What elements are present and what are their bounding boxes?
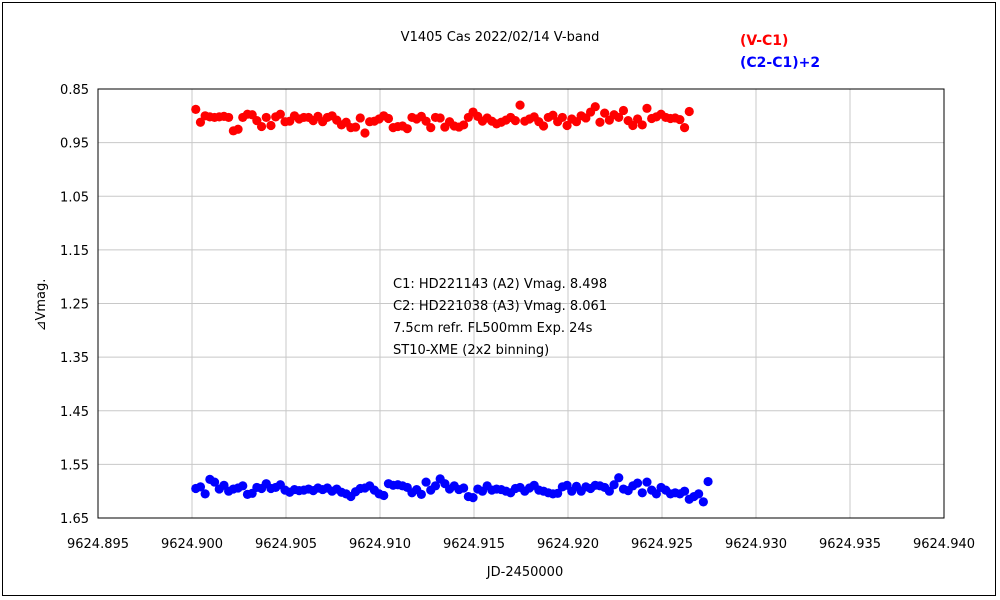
data-point-c2-c1: [614, 473, 624, 483]
data-point-v-c1: [191, 104, 201, 114]
data-point-c2-c1: [195, 482, 206, 492]
data-point-v-c1: [548, 110, 558, 120]
data-point-v-c1: [684, 106, 694, 117]
data-point-v-c1: [435, 113, 445, 123]
x-tick-label: 9624.895: [67, 537, 129, 552]
data-point-v-c1: [459, 120, 469, 130]
data-point-c2-c1: [698, 497, 708, 507]
data-point-c2-c1: [200, 489, 210, 499]
data-point-c2-c1: [609, 480, 619, 490]
data-point-c2-c1: [459, 483, 469, 493]
data-point-c2-c1: [553, 488, 563, 498]
x-tick-label: 9624.930: [725, 537, 787, 552]
data-point-v-c1: [256, 121, 267, 132]
x-tick-label: 9624.905: [255, 537, 317, 552]
y-axis-label: ⊿Vmag.: [34, 279, 49, 332]
data-point-v-c1: [402, 124, 412, 134]
data-point-v-c1: [595, 117, 605, 127]
y-tick-label: 1.55: [60, 458, 89, 473]
y-tick-label: 1.65: [60, 512, 89, 527]
annotation-line: C1: HD221143 (A2) Vmag. 8.498: [393, 277, 607, 292]
data-point-v-c1: [350, 122, 361, 132]
data-point-c2-c1: [238, 481, 248, 491]
legend-entry-c2-c1: (C2-C1)+2: [740, 55, 820, 71]
data-point-c2-c1: [632, 478, 643, 488]
data-point-c2-c1: [379, 490, 389, 501]
data-point-v-c1: [637, 120, 647, 130]
data-point-v-c1: [614, 112, 624, 123]
data-point-v-c1: [360, 128, 370, 138]
data-point-v-c1: [510, 116, 520, 126]
x-tick-label: 9624.925: [631, 537, 693, 552]
data-point-c2-c1: [637, 488, 647, 498]
y-tick-label: 1.25: [60, 298, 89, 313]
y-tick-label: 1.35: [60, 351, 89, 366]
data-point-c2-c1: [642, 477, 652, 487]
y-tick-label: 1.15: [60, 244, 89, 259]
data-point-v-c1: [421, 116, 431, 126]
data-point-v-c1: [261, 112, 271, 123]
y-tick-label: 0.85: [60, 83, 89, 98]
data-point-c2-c1: [430, 481, 441, 491]
data-point-v-c1: [628, 120, 638, 131]
data-point-c2-c1: [703, 476, 713, 487]
data-point-c2-c1: [694, 489, 704, 499]
legend-entry-v-c1: (V-C1): [740, 33, 788, 49]
data-point-v-c1: [355, 113, 365, 123]
data-point-v-c1: [195, 117, 206, 127]
annotation-block: C1: HD221143 (A2) Vmag. 8.498 C2: HD2210…: [393, 277, 607, 358]
x-tick-label: 9624.915: [443, 537, 505, 552]
x-tick-label: 9624.940: [913, 537, 975, 552]
data-point-c2-c1: [209, 477, 220, 487]
y-tick-label: 1.45: [60, 405, 89, 420]
chart-title: V1405 Cas 2022/02/14 V-band: [401, 30, 600, 45]
data-point-c2-c1: [679, 486, 690, 496]
data-point-v-c1: [383, 113, 394, 124]
data-point-v-c1: [515, 100, 525, 110]
data-points: [191, 100, 713, 507]
annotation-line: ST10-XME (2x2 binning): [393, 343, 549, 358]
data-point-v-c1: [233, 124, 243, 134]
data-point-v-c1: [426, 123, 436, 133]
data-point-v-c1: [600, 108, 610, 118]
data-point-v-c1: [224, 112, 234, 123]
data-point-v-c1: [618, 105, 629, 116]
data-point-v-c1: [675, 114, 685, 125]
x-tick-label: 9624.910: [349, 537, 411, 552]
data-point-v-c1: [538, 121, 549, 131]
data-point-v-c1: [275, 109, 285, 119]
y-tick-label: 0.95: [60, 137, 89, 152]
y-tick-label: 1.05: [60, 190, 89, 205]
axis-ticks: 0.85 0.95 1.05 1.15 1.25 1.35 1.45 1.55 1.65 9624…: [60, 83, 975, 552]
data-point-v-c1: [266, 120, 276, 131]
data-point-v-c1: [590, 102, 600, 112]
annotation-line: C2: HD221038 (A3) Vmag. 8.061: [393, 299, 607, 314]
data-point-c2-c1: [468, 493, 478, 503]
x-tick-label: 9624.935: [819, 537, 881, 552]
data-point-c2-c1: [651, 489, 661, 499]
data-point-v-c1: [679, 123, 690, 133]
x-axis-label: JD-2450000: [486, 565, 563, 580]
data-point-c2-c1: [416, 489, 426, 500]
plot-area: [97, 88, 945, 519]
x-tick-label: 9624.900: [161, 537, 223, 552]
data-point-v-c1: [562, 120, 572, 131]
data-point-v-c1: [642, 103, 652, 113]
data-point-c2-c1: [421, 477, 431, 487]
data-point-c2-c1: [604, 486, 614, 496]
data-point-v-c1: [557, 112, 567, 123]
annotation-line: 7.5cm refr. FL500mm Exp. 24s: [393, 321, 593, 336]
x-tick-label: 9624.920: [537, 537, 599, 552]
